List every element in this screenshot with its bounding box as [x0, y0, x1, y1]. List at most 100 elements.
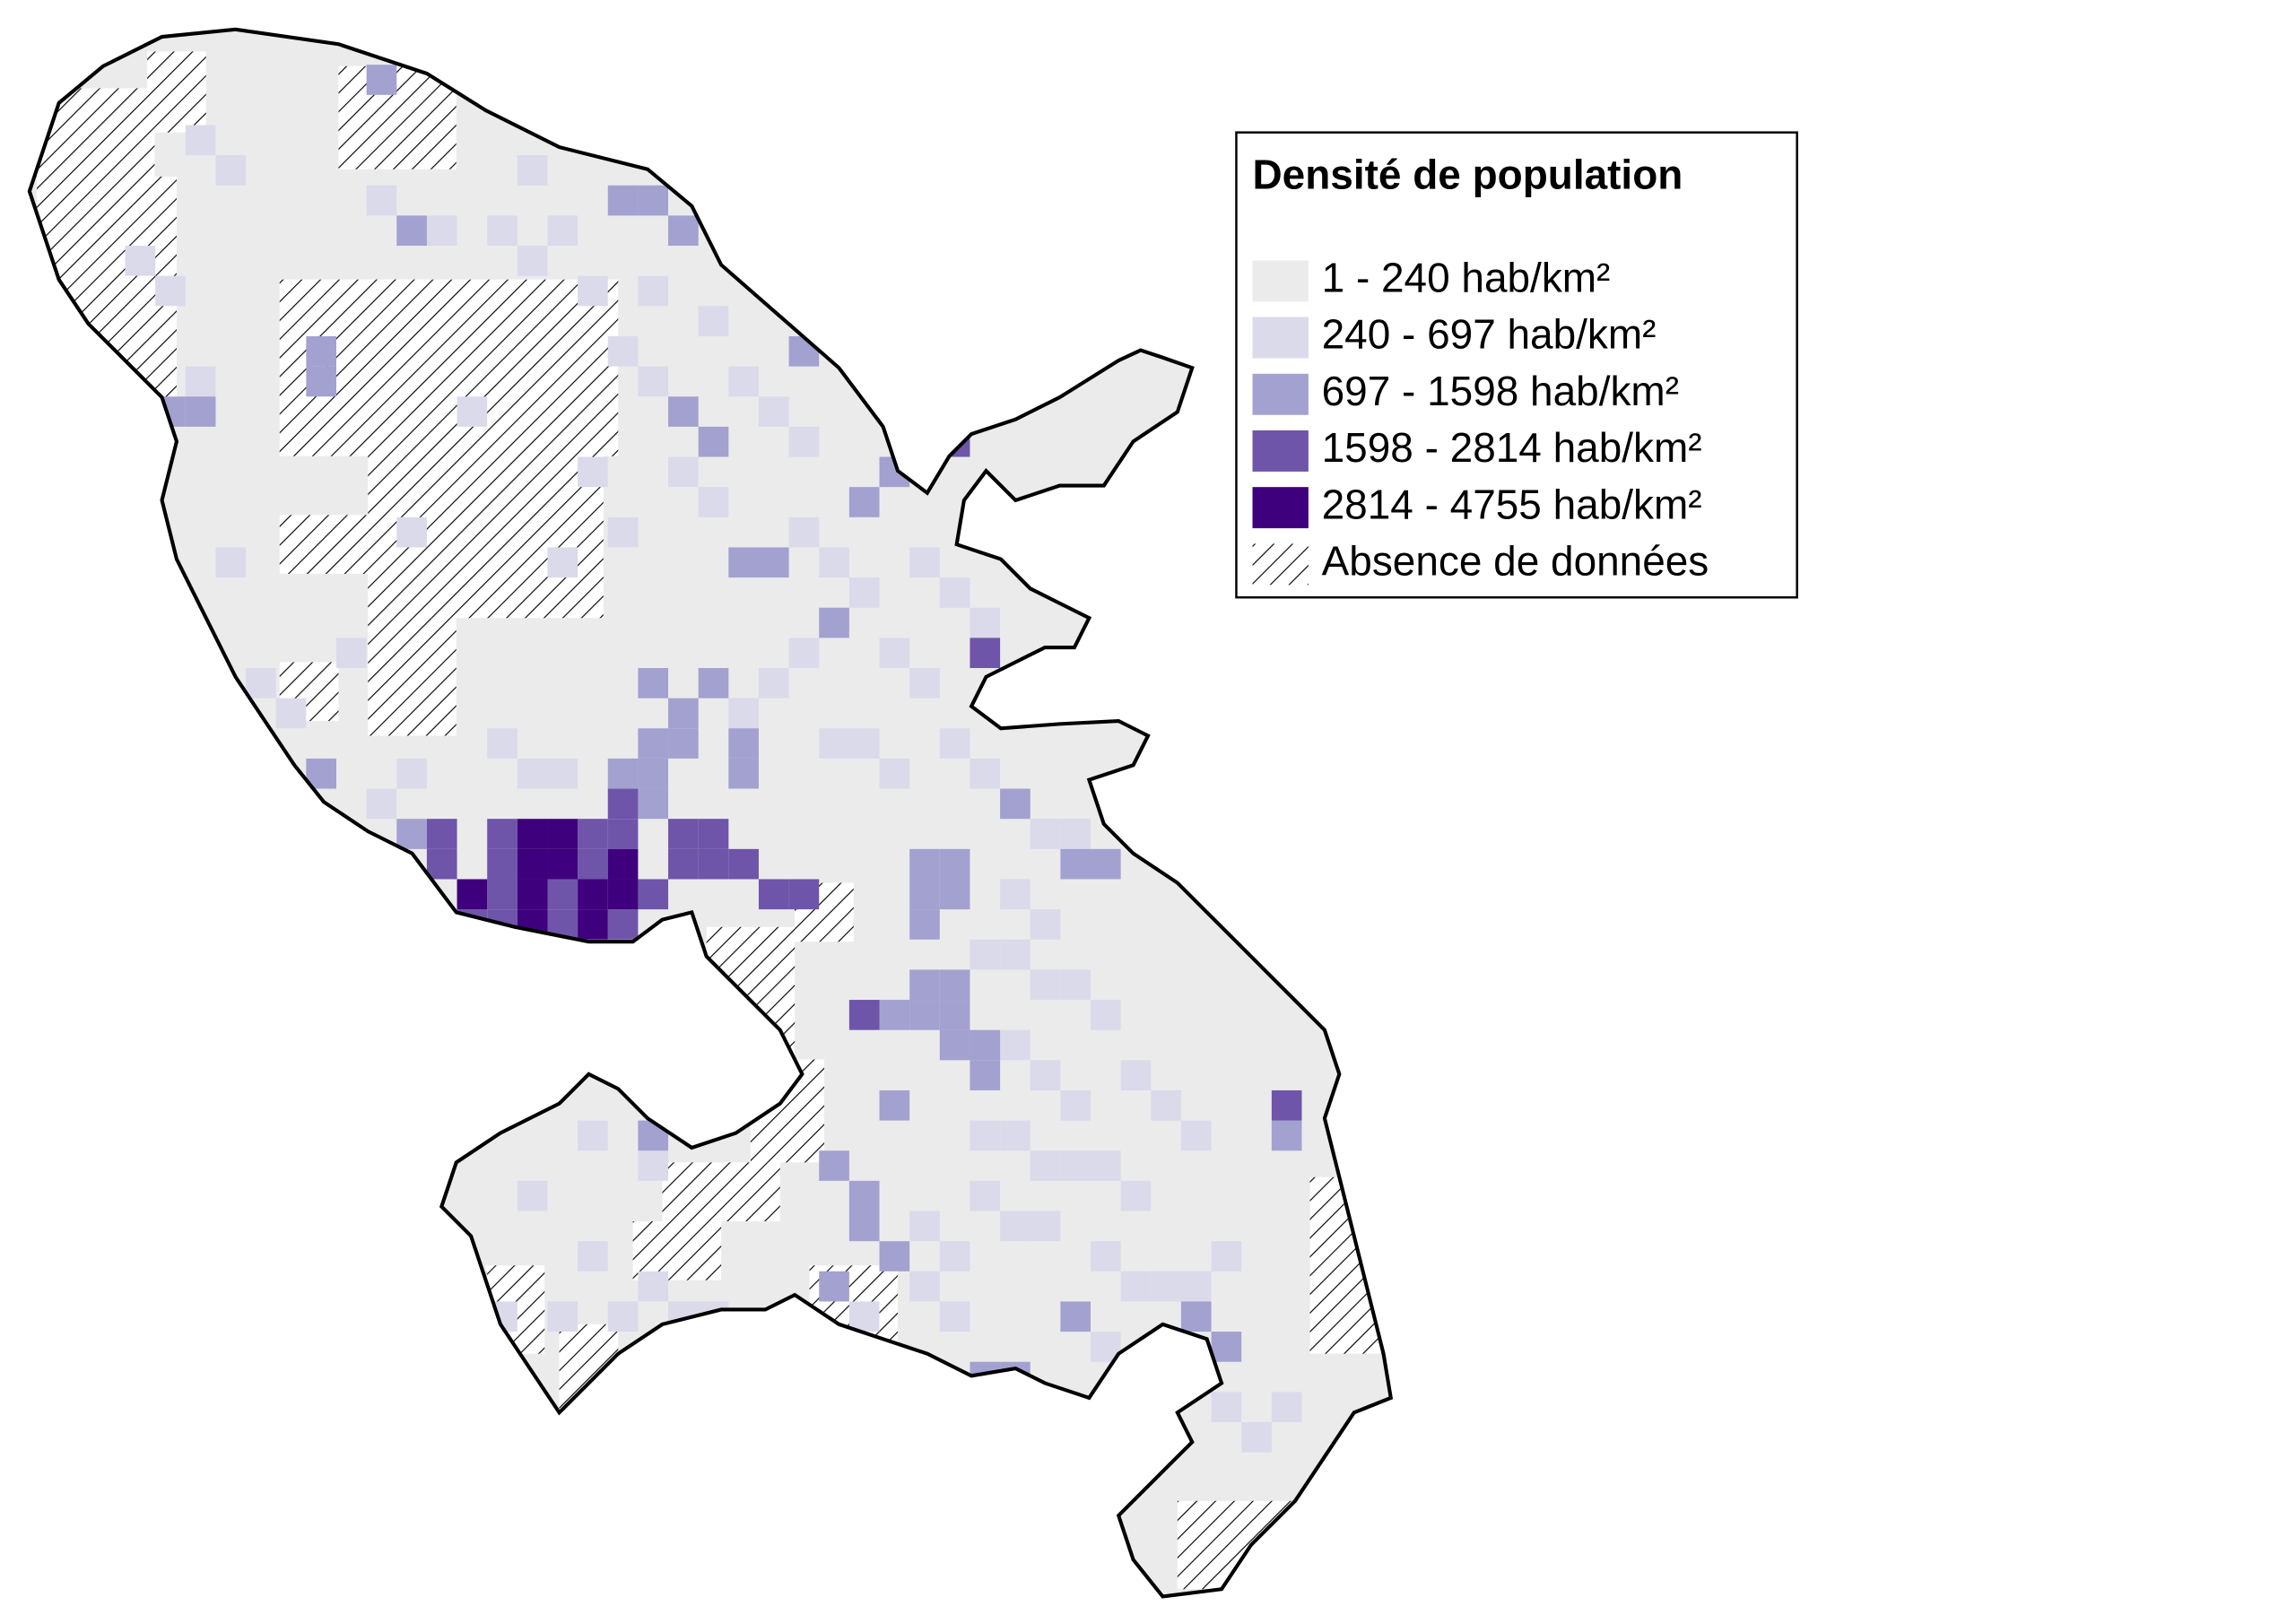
no-data-area: [368, 279, 619, 456]
density-cell: [970, 758, 1001, 789]
density-cell: [939, 1029, 970, 1061]
density-cell: [819, 728, 849, 759]
density-cell: [607, 788, 639, 820]
density-cell: [487, 215, 517, 247]
legend: Densité de population 1 - 240 hab/km² 240…: [1235, 131, 1798, 599]
density-cell: [607, 335, 639, 367]
density-cell: [396, 819, 427, 849]
legend-swatch: [1252, 317, 1309, 359]
density-cell: [819, 1271, 849, 1302]
density-cell: [1060, 1089, 1091, 1121]
density-cell: [578, 1120, 608, 1151]
no-data-area: [338, 65, 457, 169]
density-cell: [487, 879, 517, 910]
density-cell: [487, 819, 517, 849]
no-data-area: [1177, 1500, 1296, 1590]
density-cell: [578, 456, 608, 488]
density-cell: [638, 275, 669, 307]
density-cell: [1030, 969, 1061, 1001]
no-data-area: [559, 1324, 619, 1413]
density-cell: [246, 788, 276, 820]
density-cell: [1030, 1060, 1061, 1090]
density-cell: [185, 396, 216, 427]
density-cell: [517, 758, 548, 789]
density-cell: [848, 577, 880, 608]
density-cell: [879, 638, 910, 669]
density-cell: [939, 879, 970, 910]
density-cell: [788, 879, 820, 910]
density-cell: [517, 819, 548, 849]
density-cell: [578, 1241, 608, 1271]
density-cell: [819, 1150, 849, 1181]
density-cell: [125, 246, 156, 276]
density-cell: [970, 1120, 1001, 1151]
density-cell: [517, 246, 548, 276]
density-cell: [366, 788, 397, 820]
no-data-area: [368, 618, 457, 736]
density-cell: [1241, 1422, 1272, 1453]
density-cell: [517, 155, 548, 186]
density-cell: [698, 668, 729, 699]
density-cell: [1060, 969, 1091, 1001]
density-cell: [638, 366, 669, 397]
density-cell: [758, 1332, 789, 1362]
density-cell: [1271, 1120, 1302, 1151]
density-cell: [215, 155, 247, 186]
legend-swatch-no-data: [1252, 543, 1309, 586]
density-cell: [638, 728, 669, 759]
density-cell: [1091, 848, 1121, 880]
density-cell: [607, 819, 639, 849]
density-cell: [547, 819, 578, 849]
density-cell: [366, 65, 397, 95]
density-cell: [939, 728, 970, 759]
legend-label: 1598 - 2814 hab/km²: [1322, 424, 1702, 471]
density-cell: [306, 335, 336, 367]
no-data-area: [706, 926, 796, 1060]
legend-label: 240 - 697 hab/km²: [1322, 311, 1657, 358]
density-cell: [607, 909, 639, 940]
density-cell: [1000, 668, 1031, 699]
density-cell: [668, 215, 699, 247]
density-cell: [1180, 1361, 1212, 1393]
density-cell: [1180, 1301, 1212, 1332]
density-cell: [1000, 939, 1031, 970]
density-cell: [517, 879, 548, 910]
density-cell: [939, 848, 970, 880]
density-cell: [1000, 1361, 1031, 1393]
density-cell: [517, 909, 548, 940]
density-cell: [638, 1271, 669, 1302]
density-cell: [728, 758, 759, 789]
density-cell: [1060, 1301, 1091, 1332]
density-cell: [185, 366, 216, 397]
density-cell: [970, 1029, 1001, 1061]
density-cell: [939, 1301, 970, 1332]
density-cell: [578, 848, 608, 880]
density-cell: [578, 819, 608, 849]
legend-box: [1235, 131, 1798, 599]
density-cell: [970, 1180, 1001, 1211]
density-cell: [215, 547, 247, 578]
density-cell: [970, 638, 1001, 669]
density-cell: [578, 275, 608, 307]
density-cell: [728, 698, 759, 729]
density-cell: [1091, 1241, 1121, 1271]
density-cell: [728, 728, 759, 759]
density-cell: [1271, 1392, 1302, 1423]
density-cell: [547, 758, 578, 789]
density-cell: [638, 758, 669, 789]
density-cell: [1151, 1332, 1181, 1362]
density-cell: [1030, 909, 1061, 940]
density-cell: [1180, 1271, 1212, 1302]
density-cell: [668, 396, 699, 427]
density-cell: [1000, 879, 1031, 910]
density-cell: [547, 879, 578, 910]
density-cell: [607, 1301, 639, 1332]
density-cell: [1000, 1029, 1031, 1061]
density-cell: [396, 758, 427, 789]
density-cell: [758, 668, 789, 699]
density-cell: [638, 1150, 669, 1181]
density-cell: [366, 185, 397, 216]
density-cell: [728, 1332, 759, 1362]
density-cell: [819, 547, 849, 578]
